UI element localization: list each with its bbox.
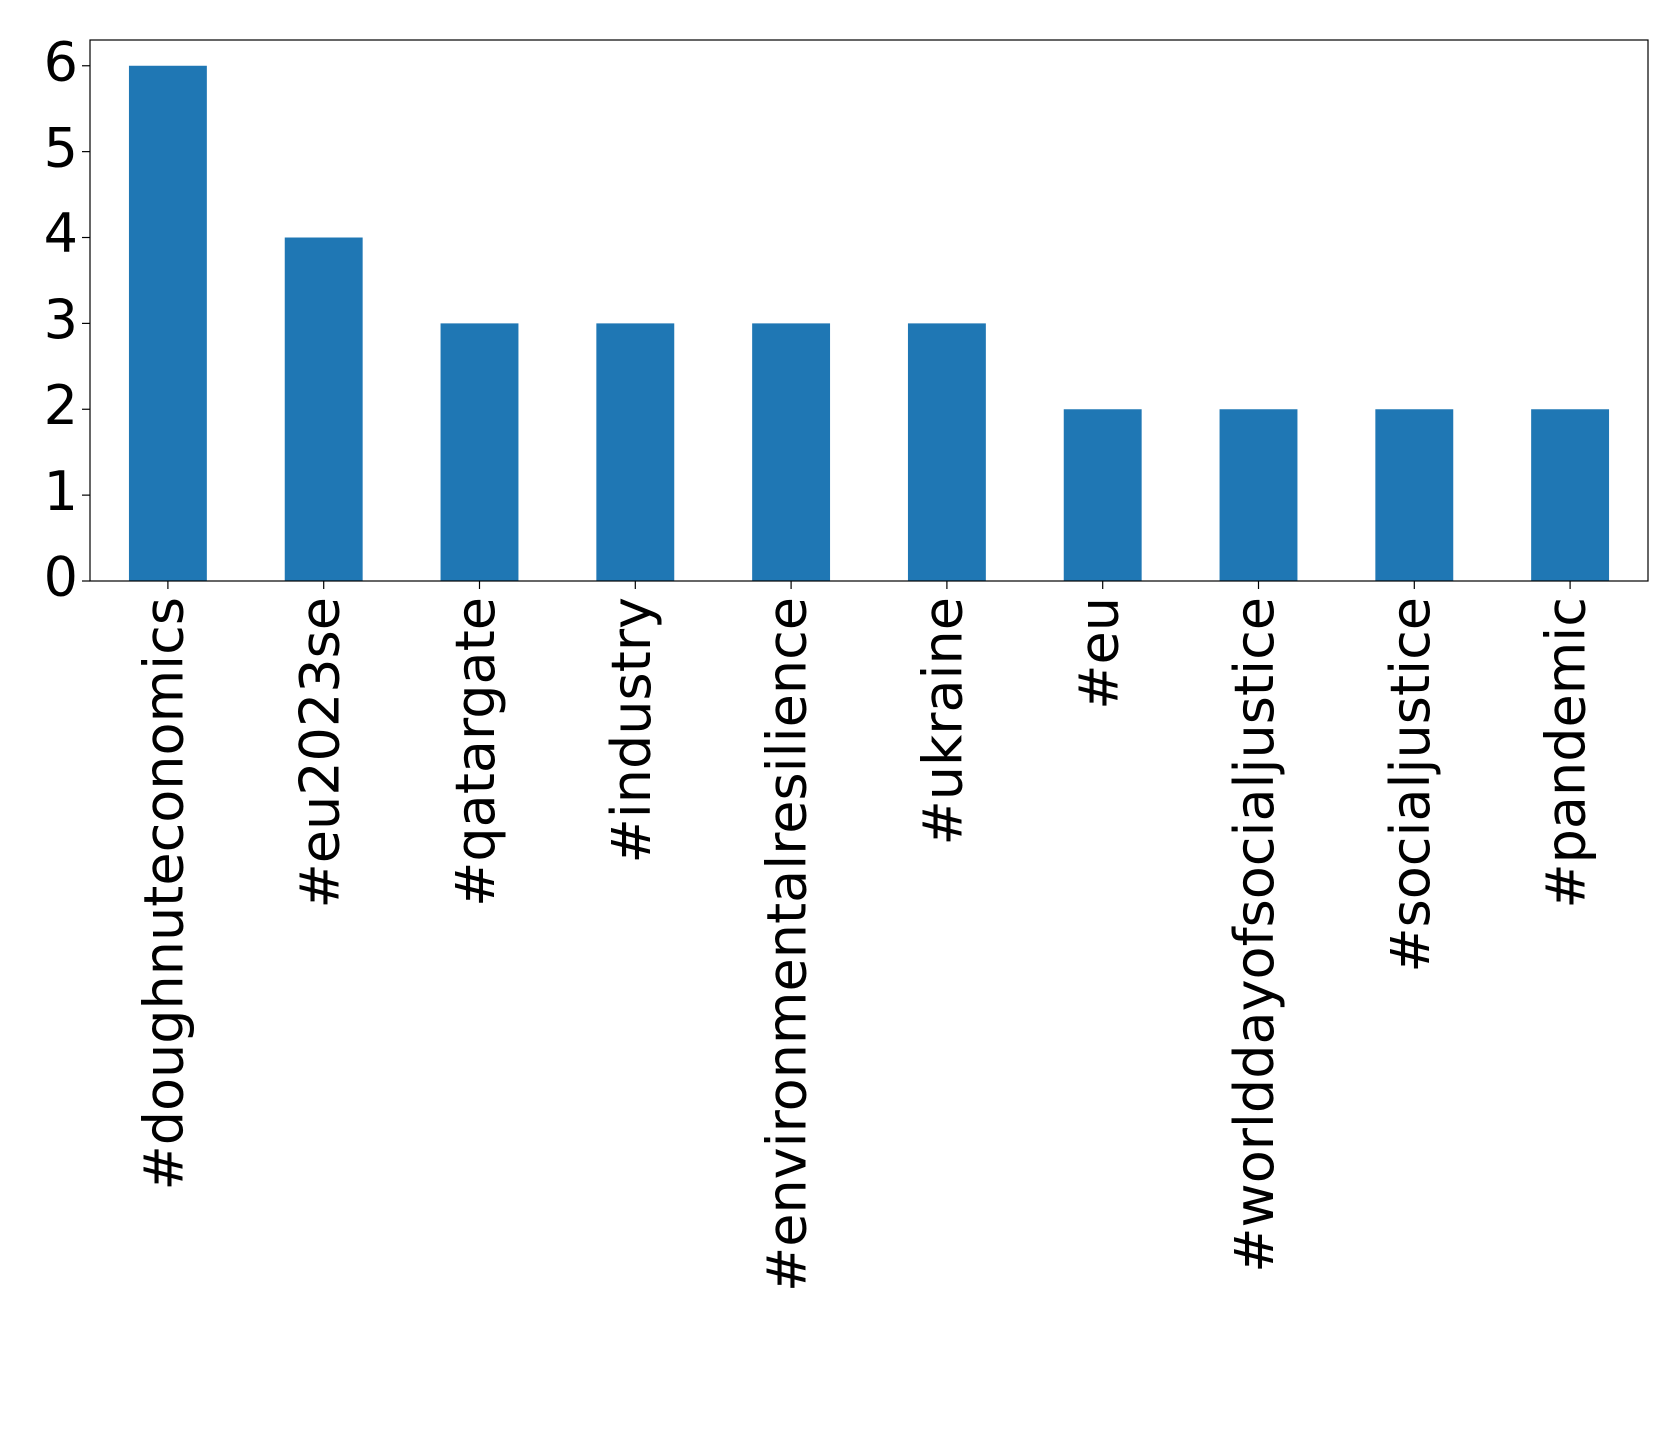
bar [440,323,519,581]
x-tick-label: #doughnuteconomics [133,597,196,1191]
y-tick-label: 4 [44,202,78,265]
y-tick-label: 0 [44,546,78,609]
bar [128,65,207,581]
x-tick-label: #industry [600,597,663,863]
x-tick-label: #ukraine [912,597,975,845]
y-tick-label: 6 [44,30,78,93]
y-tick-label: 5 [44,116,78,179]
x-tick-label: #worlddayofsocialjustice [1223,597,1286,1273]
x-tick-label: #pandemic [1535,597,1598,909]
x-tick-label: #eu [1067,597,1130,710]
bar [907,323,986,581]
bar [1219,409,1298,581]
bar [1375,409,1454,581]
y-tick-label: 2 [44,374,78,437]
y-tick-label: 1 [44,460,78,523]
bar [1063,409,1142,581]
bar [284,237,363,581]
x-tick-label: #eu2023se [288,597,351,908]
bar [752,323,831,581]
bar [1531,409,1610,581]
x-tick-label: #qatargate [444,597,507,907]
plot-frame [89,39,1649,582]
y-tick-label: 3 [44,288,78,351]
bar [596,323,675,581]
x-tick-label: #environmentalresilience [756,597,819,1292]
x-tick-label: #socialjustice [1379,597,1442,973]
